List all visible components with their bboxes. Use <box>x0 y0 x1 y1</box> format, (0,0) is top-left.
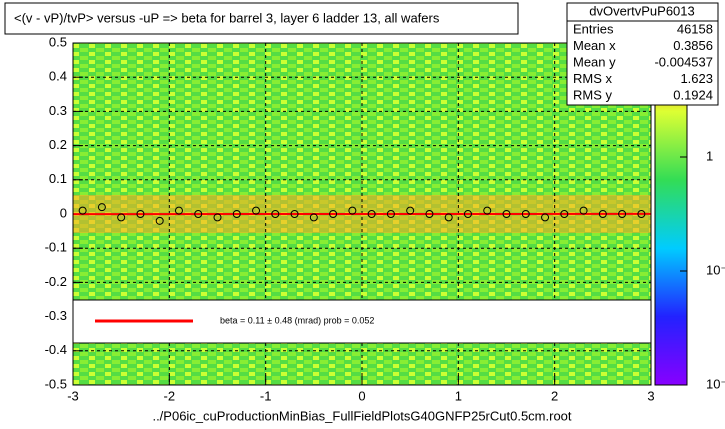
plot-frame <box>72 42 652 386</box>
profile-point <box>213 213 222 222</box>
y-tick-label: 0.5 <box>49 34 67 49</box>
profile-point <box>97 203 106 212</box>
profile-point <box>367 210 376 218</box>
x-tick-label: 2 <box>551 388 558 403</box>
y-tick-label: -0.5 <box>45 376 67 391</box>
profile-point <box>271 210 280 218</box>
profile-point <box>444 213 453 222</box>
profile-point <box>598 210 607 218</box>
profile-point <box>579 206 588 215</box>
stats-label: Entries <box>573 21 614 36</box>
y-tick-label: -0.2 <box>45 274 67 289</box>
profile-point <box>117 213 126 222</box>
profile-point <box>78 206 87 215</box>
y-tick-label: 0.1 <box>49 171 67 186</box>
profile-point <box>252 206 261 215</box>
stats-label: Mean y <box>573 54 616 69</box>
title-box <box>4 2 519 35</box>
profile-point <box>386 210 395 218</box>
profile-point <box>502 210 511 218</box>
x-tick-label: -2 <box>164 388 176 403</box>
profile-point <box>174 206 183 215</box>
profile-point <box>232 210 241 218</box>
z-tick-label: 1 <box>706 148 713 163</box>
stats-value: 1.623 <box>680 71 713 86</box>
profile-point <box>348 206 357 215</box>
x-tick-label: 0 <box>358 388 365 403</box>
stats-value: -0.004537 <box>654 54 713 69</box>
legend-text: beta = 0.11 ± 0.48 (mrad) prob = 0.052 <box>220 315 374 325</box>
x-axis-label: ../P06ic_cuProductionMinBias_FullFieldPl… <box>152 408 571 423</box>
y-tick-label: 0.4 <box>49 69 67 84</box>
x-tick-label: -3 <box>67 388 79 403</box>
y-tick-label: 0.2 <box>49 137 67 152</box>
x-tick-label: -1 <box>260 388 272 403</box>
profile-point <box>290 210 299 218</box>
profile-point <box>309 213 318 222</box>
profile-point <box>541 213 550 222</box>
y-tick-label: -0.1 <box>45 240 67 255</box>
profile-point <box>483 206 492 215</box>
profile-point <box>521 210 530 218</box>
stats-value: 46158 <box>677 21 713 36</box>
profile-point <box>136 210 145 218</box>
stats-name: dvOvertvPuP6013 <box>589 3 695 18</box>
y-tick-label: 0.3 <box>49 103 67 118</box>
z-tick-label: 10⁻² <box>706 376 725 391</box>
stats-label: Mean x <box>573 38 616 53</box>
profile-point <box>463 210 472 218</box>
profile-point <box>560 210 569 218</box>
y-tick-label: -0.4 <box>45 342 67 357</box>
stats-value: 0.1924 <box>673 87 713 102</box>
stats-box <box>566 2 719 106</box>
z-tick-label: 10⁻¹ <box>706 262 725 277</box>
profile-point <box>406 206 415 215</box>
profile-point <box>425 210 434 218</box>
y-tick-label: 0 <box>60 205 67 220</box>
x-tick-label: 1 <box>455 388 462 403</box>
y-tick-label: -0.3 <box>45 308 67 323</box>
profile-point <box>194 210 203 218</box>
profile-point <box>329 210 338 218</box>
stats-value: 0.3856 <box>673 38 713 53</box>
x-tick-label: 3 <box>647 388 654 403</box>
profile-point <box>637 210 646 218</box>
stats-label: RMS x <box>573 71 613 86</box>
chart-title: <(v - vP)/tvP> versus -uP => beta for ba… <box>14 10 440 25</box>
stats-label: RMS y <box>573 87 613 102</box>
profile-point <box>618 210 627 218</box>
profile-point <box>155 216 164 225</box>
